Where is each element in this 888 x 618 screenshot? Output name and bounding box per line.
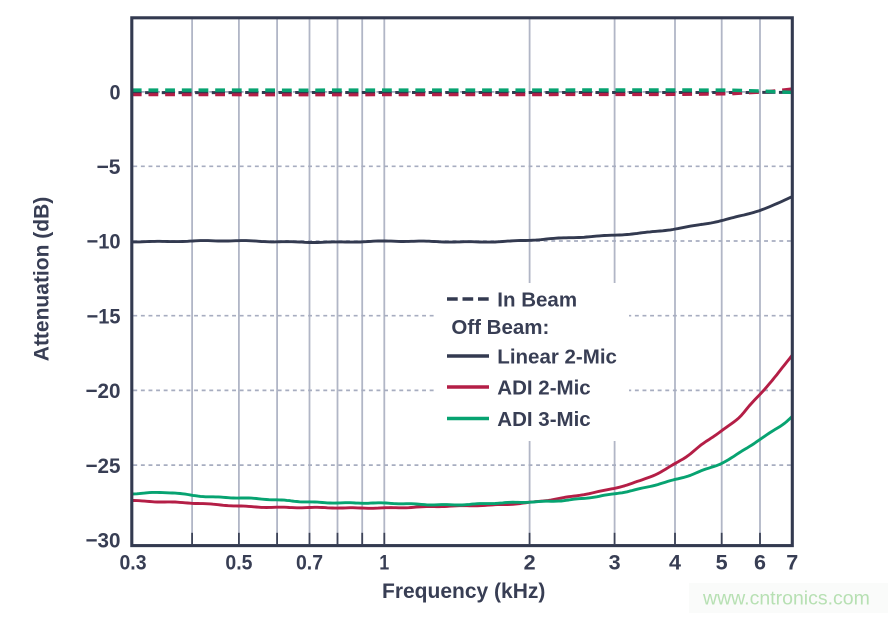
svg-text:−25: −25 [86, 454, 121, 478]
svg-text:0.3: 0.3 [120, 551, 147, 575]
svg-text:−5: −5 [97, 155, 121, 179]
svg-text:−30: −30 [86, 529, 121, 553]
svg-text:3: 3 [609, 551, 621, 575]
svg-text:−20: −20 [86, 379, 121, 403]
svg-text:In Beam: In Beam [497, 288, 577, 311]
svg-text:0.5: 0.5 [225, 551, 252, 575]
svg-text:1: 1 [379, 551, 389, 575]
svg-text:6: 6 [754, 551, 766, 575]
svg-text:0.7: 0.7 [296, 551, 323, 575]
svg-text:Attenuation (dB): Attenuation (dB) [30, 197, 53, 361]
svg-text:7: 7 [786, 551, 798, 575]
svg-text:5: 5 [716, 551, 728, 575]
svg-text:−15: −15 [87, 304, 121, 328]
svg-text:4: 4 [669, 551, 681, 575]
svg-text:ADI 3-Mic: ADI 3-Mic [497, 408, 590, 431]
svg-text:Frequency (kHz): Frequency (kHz) [382, 580, 545, 603]
svg-text:−10: −10 [87, 230, 121, 254]
svg-text:ADI 2-Mic: ADI 2-Mic [497, 376, 590, 399]
svg-text:0: 0 [110, 81, 121, 105]
svg-text:www.cntronics.com: www.cntronics.com [702, 588, 870, 610]
svg-text:Off Beam:: Off Beam: [451, 316, 549, 339]
svg-text:Linear 2-Mic: Linear 2-Mic [497, 345, 617, 368]
svg-text:2: 2 [524, 551, 536, 575]
